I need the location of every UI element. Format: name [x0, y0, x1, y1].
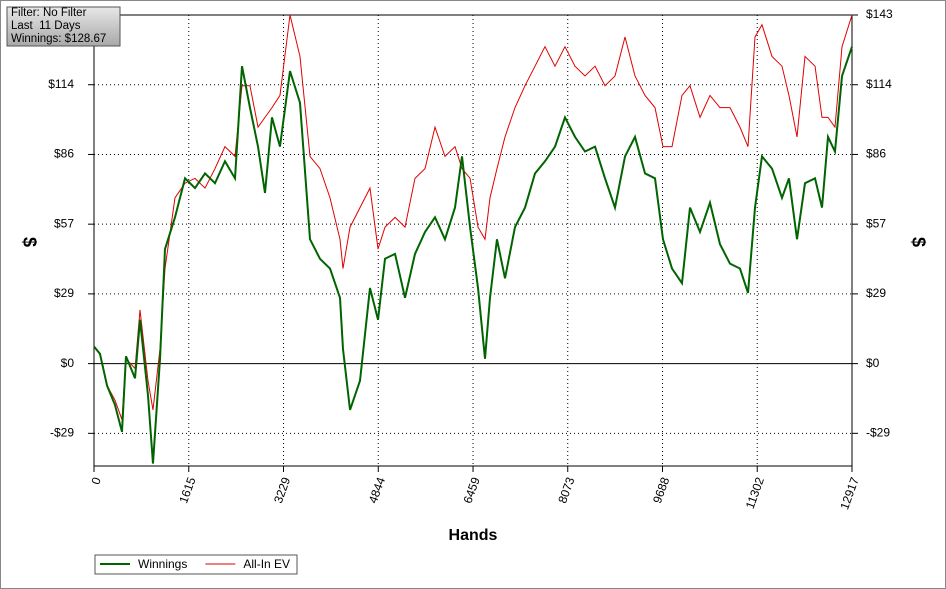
- y2-tick-label: $0: [866, 356, 880, 370]
- info-text: Last 11 Days: [11, 20, 81, 32]
- y-axis-label: $: [19, 237, 39, 247]
- info-text: Filter: No Filter: [11, 7, 87, 19]
- series-line: [93, 46, 853, 464]
- y-tick-label: $0: [61, 356, 75, 370]
- y-tick-label: $86: [54, 147, 74, 161]
- legend-label: All-In EV: [243, 557, 290, 571]
- y2-axis-label: $: [908, 237, 928, 247]
- y2-tick-label: $143: [866, 7, 893, 21]
- x-tick-label: 0: [88, 475, 104, 486]
- info-text: Winnings: $128.67: [11, 33, 106, 45]
- legend: Winnings All-In EV: [94, 554, 298, 575]
- series-line: [93, 14, 853, 420]
- y2-tick-label: $57: [866, 216, 886, 230]
- y2-tick-label: $114: [866, 77, 892, 91]
- plot-area: [93, 14, 853, 467]
- y-tick-label: $29: [54, 286, 74, 300]
- legend-box: [94, 554, 298, 575]
- y-tick-label: -$29: [50, 426, 74, 440]
- info-box-bg: [6, 6, 121, 47]
- y2-tick-label: -$29: [866, 426, 890, 440]
- y-tick-label: $57: [54, 216, 74, 230]
- x-axis-label: Hands: [449, 527, 498, 544]
- y-tick-label: $114: [48, 77, 74, 91]
- y2-tick-label: $86: [866, 147, 886, 161]
- legend-label: Winnings: [138, 557, 187, 571]
- y2-tick-label: $29: [866, 286, 886, 300]
